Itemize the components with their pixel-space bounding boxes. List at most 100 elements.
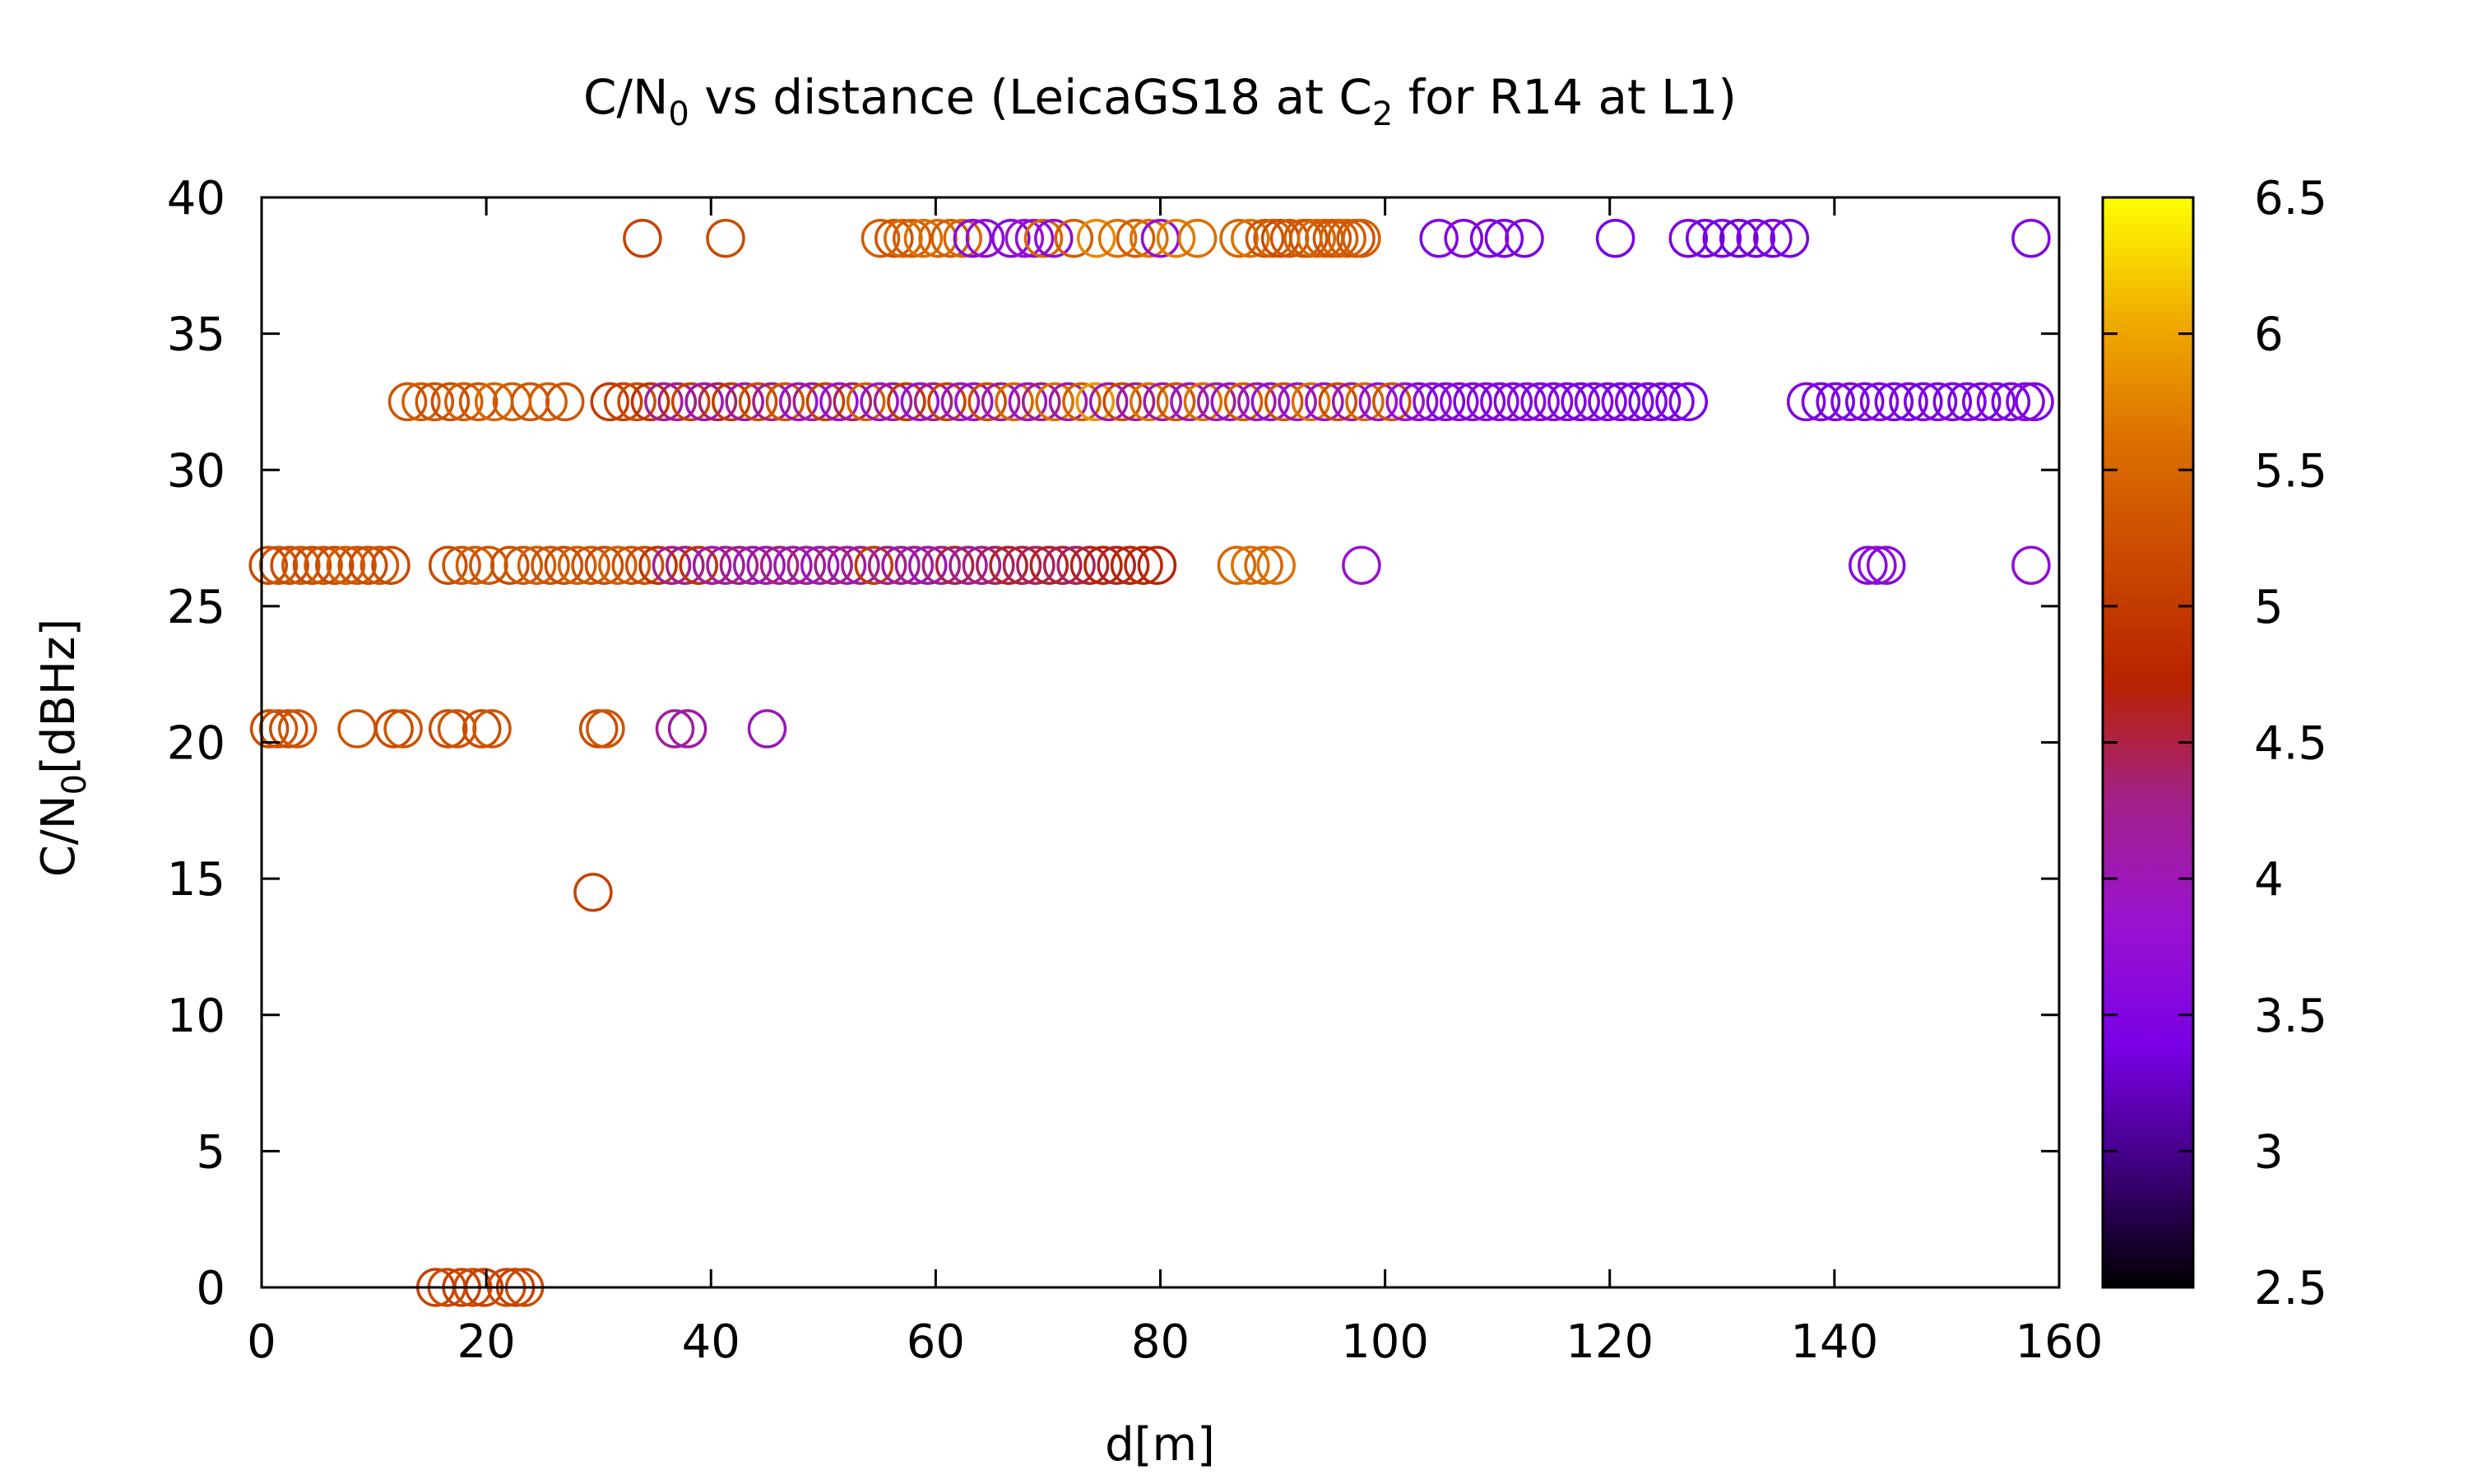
x-tick-label: 20 — [457, 1315, 515, 1369]
data-point — [1156, 382, 1196, 422]
data-point — [738, 382, 778, 422]
data-point — [383, 709, 423, 749]
data-point — [894, 545, 935, 585]
data-point — [1859, 382, 1900, 422]
data-point — [670, 382, 711, 422]
data-point — [1116, 382, 1156, 422]
data-point — [1023, 218, 1064, 258]
data-point — [792, 382, 832, 422]
data-point — [2006, 382, 2045, 422]
data-point — [1035, 382, 1074, 422]
data-point — [1786, 382, 1826, 422]
data-point — [860, 382, 899, 422]
data-point — [779, 382, 819, 422]
data-point — [976, 545, 1015, 585]
data-point — [1358, 382, 1399, 422]
data-point — [1866, 545, 1906, 585]
data-point — [1318, 382, 1358, 422]
y-tick-label: 30 — [167, 444, 225, 498]
data-point — [624, 545, 665, 585]
data-point — [967, 382, 1007, 422]
data-point — [874, 218, 914, 258]
data-point — [1237, 382, 1277, 422]
data-point — [387, 382, 428, 422]
y-tick-label: 40 — [167, 172, 225, 225]
data-point — [337, 545, 377, 585]
data-point — [666, 545, 705, 585]
data-point — [292, 545, 332, 585]
data-point — [1385, 382, 1425, 422]
data-point — [374, 709, 414, 749]
data-point — [444, 382, 484, 422]
data-point — [900, 382, 940, 422]
data-point — [371, 545, 411, 585]
data-point — [1342, 545, 1381, 585]
data-point — [1305, 382, 1344, 422]
x-axis-label: d[m] — [1105, 1418, 1215, 1472]
data-point — [1083, 545, 1123, 585]
data-point — [773, 545, 813, 585]
data-point — [2011, 218, 2051, 258]
data-point — [667, 709, 707, 749]
data-point — [270, 545, 309, 585]
y-tick-label: 0 — [196, 1262, 225, 1315]
colorbar-tick-label: 6.5 — [2254, 172, 2327, 225]
data-point — [1991, 382, 2031, 422]
data-point — [706, 545, 745, 585]
data-point — [1102, 382, 1142, 422]
data-point — [746, 545, 786, 585]
data-point — [1177, 218, 1218, 258]
data-point — [1668, 382, 1709, 422]
data-point — [881, 545, 921, 585]
data-point — [611, 545, 652, 585]
data-point — [861, 218, 901, 258]
data-point — [1849, 545, 1888, 585]
data-point — [277, 709, 318, 749]
data-point — [1219, 218, 1259, 258]
data-point — [1801, 382, 1841, 422]
data-point — [1223, 382, 1264, 422]
data-point — [1256, 545, 1296, 585]
data-point — [684, 382, 724, 422]
data-point — [1264, 382, 1304, 422]
data-point — [1918, 382, 1958, 422]
data-point — [935, 545, 975, 585]
data-point — [1547, 382, 1587, 422]
data-point — [854, 545, 894, 585]
data-point — [1858, 545, 1897, 585]
data-point — [1014, 218, 1055, 258]
data-point — [1156, 218, 1196, 258]
colorbar-tick-label: 3 — [2254, 1125, 2284, 1179]
data-point — [765, 382, 805, 422]
data-point — [1056, 545, 1096, 585]
data-point — [991, 218, 1031, 258]
data-point — [725, 382, 764, 422]
data-point — [1048, 382, 1088, 422]
y-tick-label: 25 — [167, 581, 225, 634]
data-point — [586, 709, 625, 749]
data-point — [827, 545, 867, 585]
data-point — [981, 382, 1021, 422]
y-tick-label: 20 — [167, 717, 225, 771]
data-point — [1830, 382, 1870, 422]
data-point — [1561, 382, 1600, 422]
data-point — [1331, 382, 1371, 422]
y-tick-label: 10 — [167, 990, 225, 1043]
data-point — [1493, 382, 1533, 422]
data-point — [1533, 382, 1574, 422]
data-point — [698, 382, 738, 422]
data-point — [1426, 382, 1466, 422]
data-point — [1197, 382, 1236, 422]
x-tick-label: 100 — [1341, 1315, 1429, 1369]
data-point — [1183, 382, 1223, 422]
data-point — [655, 709, 695, 749]
data-point — [873, 382, 913, 422]
data-point — [921, 545, 961, 585]
data-point — [623, 218, 662, 258]
data-point — [1075, 382, 1116, 422]
chart-title: C/N0 vs distance (LeicaGS18 at C2 for R1… — [583, 69, 1737, 133]
data-point — [965, 218, 1005, 258]
x-tick-label: 80 — [1131, 1315, 1190, 1369]
data-point — [1231, 218, 1270, 258]
